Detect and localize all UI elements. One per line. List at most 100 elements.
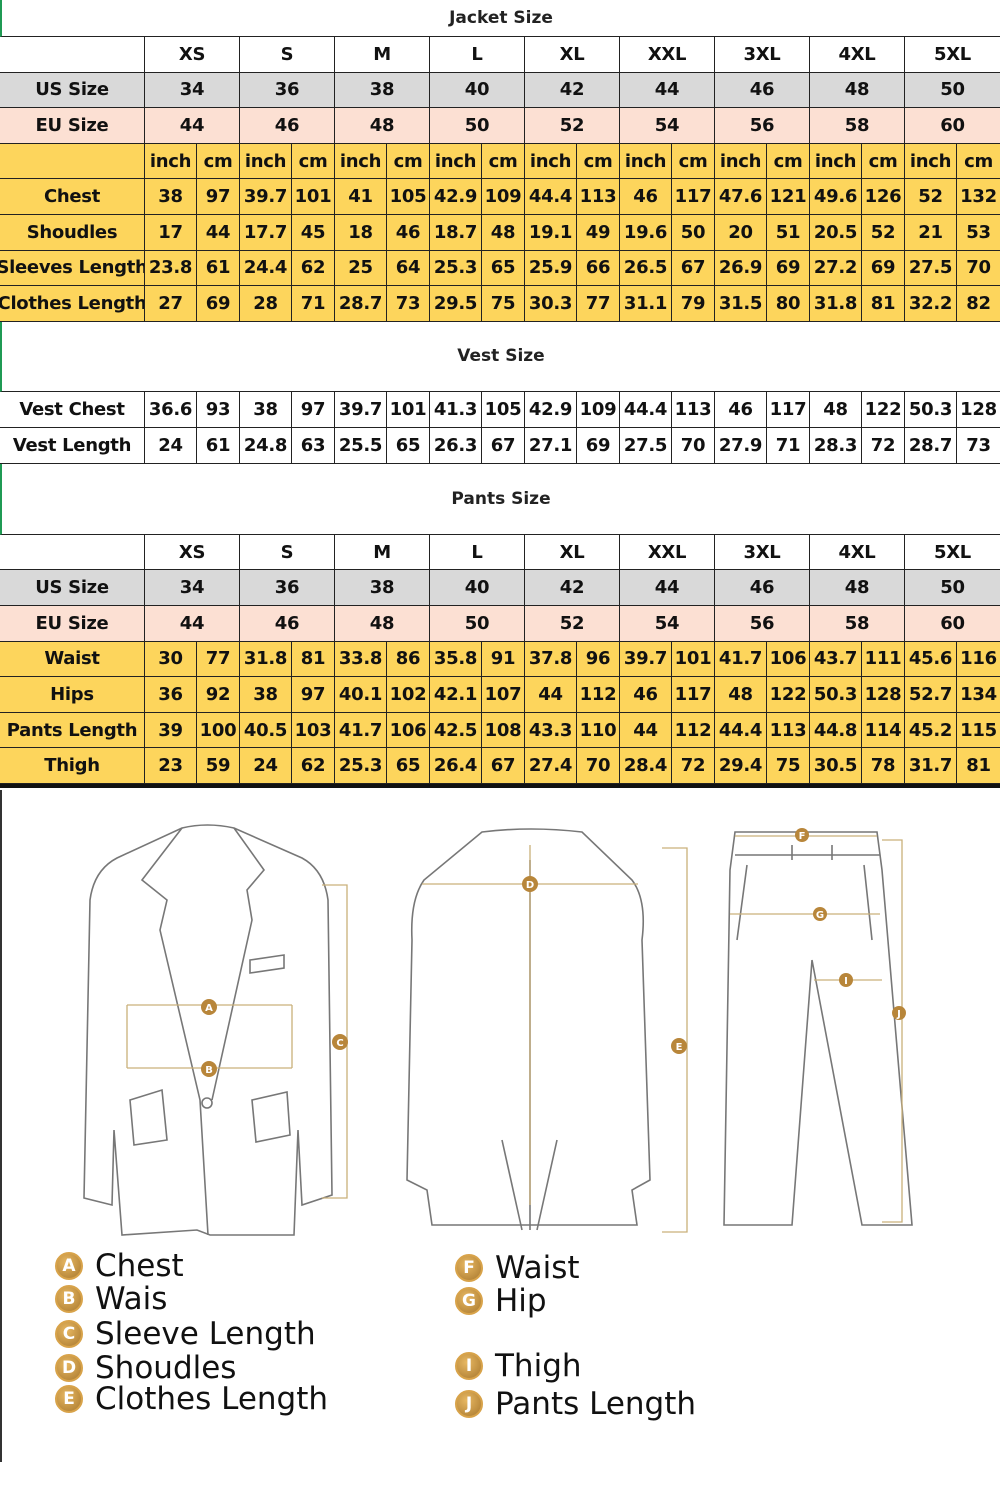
inch-value: 31.1 <box>620 286 672 321</box>
size-value: 44 <box>620 570 715 605</box>
size-header: 3XL <box>715 534 810 570</box>
unit-inch: inch <box>240 143 292 179</box>
inch-value: 17.7 <box>240 214 292 250</box>
header-blank <box>0 37 145 72</box>
letter-badge-icon: F <box>455 1254 483 1282</box>
row-label: Chest <box>0 179 145 214</box>
measurement-row: Shoudles 17 44 17.7 45 18 46 18.7 48 19.1 49 19.6 50… <box>0 214 1000 251</box>
legend-item-thigh: I Thigh <box>455 1348 582 1384</box>
inch-value: 37.8 <box>525 641 577 677</box>
inch-value: 48 <box>715 677 767 712</box>
cm-value: 109 <box>482 179 525 214</box>
cm-value: 128 <box>862 677 905 712</box>
inch-value: 42.1 <box>430 677 482 712</box>
inch-value: 41 <box>335 179 387 214</box>
inch-value: 24.4 <box>240 250 292 286</box>
inch-value: 19.1 <box>525 214 577 250</box>
legend-label: Pants Length <box>495 1386 697 1422</box>
inch-value: 49.6 <box>810 179 862 214</box>
cm-value: 112 <box>672 712 715 748</box>
unit-inch: inch <box>905 143 957 179</box>
cm-value: 77 <box>197 641 240 677</box>
inch-value: 33.8 <box>335 641 387 677</box>
cm-value: 113 <box>577 179 620 214</box>
svg-text:E: E <box>676 1042 683 1053</box>
size-value: 48 <box>335 108 430 143</box>
size-value: 54 <box>620 108 715 143</box>
unit-cm: cm <box>387 143 430 179</box>
measurement-row: Waist 30 77 31.8 81 33.8 86 35.8 91 37.8 96 39.7 101… <box>0 641 1000 678</box>
cm-value: 75 <box>767 748 810 783</box>
marker-i: I <box>839 973 853 987</box>
size-value: 52 <box>525 605 620 641</box>
unit-inch: inch <box>145 143 197 179</box>
size-header: M <box>335 534 430 570</box>
cm-value: 110 <box>577 712 620 748</box>
cm-value: 79 <box>672 286 715 321</box>
size-value: 46 <box>715 570 810 605</box>
inch-value: 19.6 <box>620 214 672 250</box>
unit-cm: cm <box>292 143 335 179</box>
inch-value: 43.7 <box>810 641 862 677</box>
size-header: XL <box>525 534 620 570</box>
cm-value: 117 <box>672 677 715 712</box>
size-value: 58 <box>810 605 905 641</box>
letter-badge-icon: B <box>55 1285 83 1313</box>
cm-value: 107 <box>482 677 525 712</box>
inch-value: 31.7 <box>905 748 957 783</box>
cm-value: 126 <box>862 179 905 214</box>
size-value: 56 <box>715 108 810 143</box>
inch-value: 52 <box>905 179 957 214</box>
cm-value: 81 <box>966 755 991 777</box>
pants-drawing <box>723 831 913 1226</box>
size-value: 38 <box>335 570 430 605</box>
inch-value: 18 <box>335 214 387 250</box>
cm-value: 96 <box>577 641 620 677</box>
inch-value: 48 <box>810 391 862 427</box>
size-value: 38 <box>335 72 430 108</box>
marker-c: C <box>332 1034 348 1050</box>
cm-value: 65 <box>387 748 430 783</box>
cm-value: 72 <box>672 748 715 783</box>
size-value: 42 <box>525 72 620 108</box>
size-value: 44 <box>145 605 240 641</box>
cm-value: 116 <box>960 648 997 670</box>
measurement-row: Vest Chest 36.6 93 38 97 39.7 101 41.3 105 42.9 10… <box>0 391 1000 428</box>
inch-value: 25.3 <box>430 250 482 286</box>
cm-value: 108 <box>482 712 525 748</box>
unit-cm: cm <box>767 143 810 179</box>
size-value: 48 <box>810 72 905 108</box>
cm-value: 78 <box>862 748 905 783</box>
letter-badge-icon: E <box>55 1385 83 1413</box>
letter-badge-icon: J <box>455 1390 483 1418</box>
row-label: Waist <box>0 641 145 677</box>
inch-value: 45.6 <box>905 641 957 677</box>
marker-g: G <box>813 907 827 921</box>
unit-cm: cm <box>577 143 620 179</box>
inch-value: 44.4 <box>620 391 672 427</box>
inch-value: 42.9 <box>525 391 577 427</box>
cm-value: 81 <box>292 641 335 677</box>
letter-badge-icon: C <box>55 1320 83 1348</box>
size-value: 60 <box>940 114 965 136</box>
legend-label: Sleeve Length <box>95 1316 316 1352</box>
letter-badge-icon: G <box>455 1287 483 1315</box>
inch-value: 27.5 <box>620 427 672 463</box>
cm-value: 69 <box>862 250 905 286</box>
measurement-row: Hips 36 92 38 97 40.1 102 42.1 107 44 112 46 117 48 12… <box>0 677 1000 713</box>
letter-badge-icon: D <box>55 1354 83 1382</box>
inch-value: 46 <box>715 391 767 427</box>
cm-value: 101 <box>387 391 430 427</box>
svg-text:D: D <box>526 880 534 891</box>
size-header: M <box>335 37 430 72</box>
inch-value: 25.9 <box>525 250 577 286</box>
row-label: EU Size <box>0 605 145 641</box>
size-header: L <box>430 534 525 570</box>
cm-value: 65 <box>482 250 525 286</box>
inch-value: 23.8 <box>145 250 197 286</box>
cm-value: 100 <box>197 712 240 748</box>
size-value: 52 <box>525 108 620 143</box>
inch-value: 26.4 <box>430 748 482 783</box>
inch-value: 44.4 <box>715 712 767 748</box>
size-header: 4XL <box>810 37 905 72</box>
